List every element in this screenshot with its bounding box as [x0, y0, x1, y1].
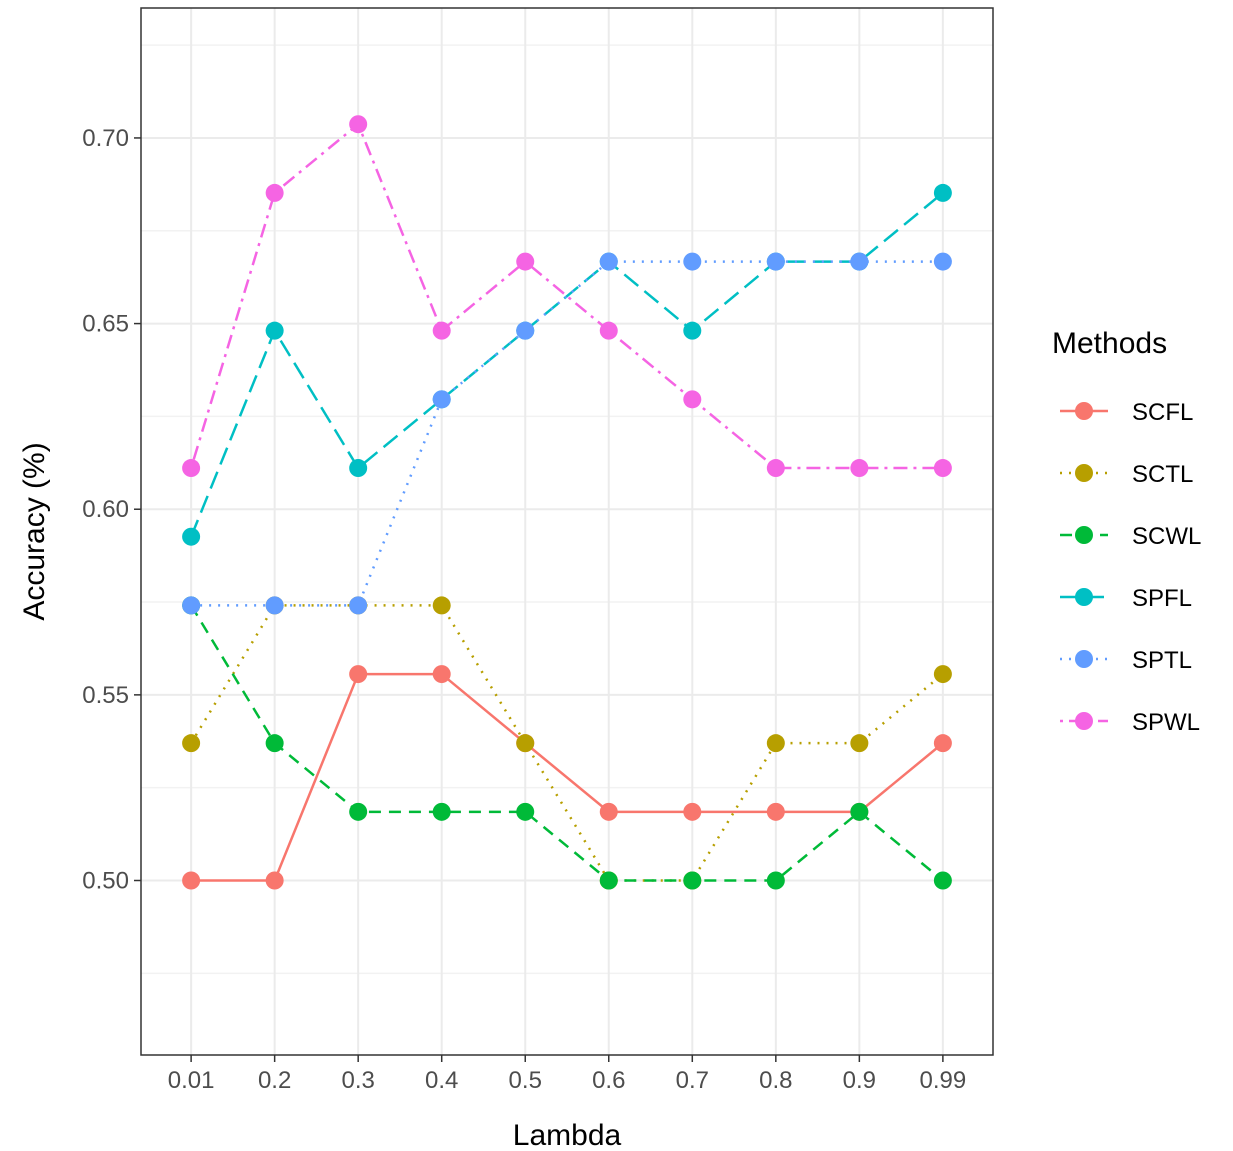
data-point — [265, 321, 284, 340]
data-point — [683, 321, 702, 340]
data-point — [766, 871, 785, 890]
data-point — [599, 321, 618, 340]
data-point — [516, 321, 535, 340]
x-tick-label: 0.01 — [168, 1067, 215, 1094]
series-layer — [182, 115, 952, 890]
series-line — [191, 672, 944, 882]
data-point — [933, 459, 952, 478]
data-point — [850, 734, 869, 753]
legend-item-spwl: SPWL — [1060, 709, 1200, 736]
series-spwl — [182, 115, 952, 478]
data-point — [432, 321, 451, 340]
data-point — [432, 802, 451, 821]
data-point — [432, 596, 451, 615]
data-point — [766, 802, 785, 821]
series-line — [189, 122, 943, 470]
legend-label: SCTL — [1132, 461, 1193, 488]
data-point — [933, 734, 952, 753]
legend-label: SCFL — [1132, 399, 1193, 426]
x-tick-label: 0.99 — [920, 1067, 967, 1094]
legend-item-sptl: SPTL — [1060, 647, 1192, 674]
legend: Methods SCFL SCTL SCWL SPFL SPTL SPWL — [1052, 327, 1201, 736]
data-point — [766, 252, 785, 271]
data-point — [766, 459, 785, 478]
legend-key-point — [1075, 588, 1093, 606]
x-tick-label: 0.3 — [341, 1067, 374, 1094]
legend-label: SPFL — [1132, 585, 1192, 612]
legend-key-point — [1075, 712, 1093, 730]
legend-key-point — [1075, 526, 1093, 544]
data-point — [933, 252, 952, 271]
data-point — [182, 459, 201, 478]
legend-item-sctl: SCTL — [1060, 461, 1193, 488]
data-point — [850, 252, 869, 271]
data-point — [599, 252, 618, 271]
data-point — [182, 734, 201, 753]
data-point — [683, 802, 702, 821]
data-point — [349, 665, 368, 684]
data-point — [349, 459, 368, 478]
data-point — [933, 183, 952, 202]
y-tick-label: 0.50 — [82, 868, 129, 895]
legend-item-scfl: SCFL — [1060, 399, 1193, 426]
data-point — [850, 459, 869, 478]
y-tick-label: 0.70 — [82, 125, 129, 152]
y-axis-title: Accuracy (%) — [18, 442, 51, 620]
series-sptl — [182, 252, 952, 615]
data-point — [516, 802, 535, 821]
legend-key-point — [1075, 402, 1093, 420]
data-point — [182, 596, 201, 615]
x-tick-label: 0.8 — [759, 1067, 792, 1094]
data-point — [349, 596, 368, 615]
x-tick-label: 0.7 — [676, 1067, 709, 1094]
y-axis: 0.50 0.55 0.60 0.65 0.70 — [82, 125, 141, 895]
y-tick-label: 0.65 — [82, 311, 129, 338]
data-point — [349, 115, 368, 134]
data-point — [265, 871, 284, 890]
plot-panel-border — [140, 7, 994, 1056]
x-tick-label: 0.4 — [425, 1067, 458, 1094]
legend-label: SPTL — [1132, 647, 1192, 674]
series-line — [190, 604, 944, 882]
data-point — [599, 871, 618, 890]
y-tick-label: 0.60 — [82, 496, 129, 523]
data-point — [683, 871, 702, 890]
x-tick-label: 0.6 — [592, 1067, 625, 1094]
series-line — [189, 191, 944, 538]
data-point — [432, 390, 451, 409]
data-point — [933, 871, 952, 890]
legend-title: Methods — [1052, 327, 1167, 360]
data-point — [265, 596, 284, 615]
y-tick-label: 0.55 — [82, 682, 129, 709]
x-tick-label: 0.2 — [258, 1067, 291, 1094]
legend-item-scwl: SCWL — [1060, 523, 1201, 550]
data-point — [516, 734, 535, 753]
data-point — [432, 665, 451, 684]
data-point — [265, 734, 284, 753]
data-point — [766, 734, 785, 753]
series-line — [190, 604, 944, 882]
data-point — [599, 802, 618, 821]
data-point — [182, 871, 201, 890]
legend-key-point — [1075, 650, 1093, 668]
data-point — [265, 183, 284, 202]
data-point — [516, 252, 535, 271]
legend-item-spfl: SPFL — [1060, 585, 1192, 612]
legend-key-point — [1075, 464, 1093, 482]
data-point — [850, 802, 869, 821]
legend-label: SPWL — [1132, 709, 1200, 736]
data-point — [182, 527, 201, 546]
data-point — [683, 390, 702, 409]
data-point — [683, 252, 702, 271]
x-tick-label: 0.9 — [843, 1067, 876, 1094]
data-point — [933, 665, 952, 684]
x-axis-title: Lambda — [513, 1119, 622, 1151]
data-point — [349, 802, 368, 821]
x-tick-label: 0.5 — [509, 1067, 542, 1094]
series-scwl — [182, 596, 952, 890]
x-axis: 0.01 0.2 0.3 0.4 0.5 0.6 0.7 0.8 0.9 0.99 — [168, 1055, 966, 1094]
legend-label: SCWL — [1132, 523, 1201, 550]
